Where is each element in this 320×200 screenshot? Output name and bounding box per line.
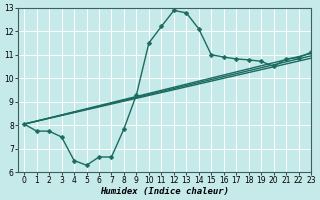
X-axis label: Humidex (Indice chaleur): Humidex (Indice chaleur) xyxy=(100,187,229,196)
